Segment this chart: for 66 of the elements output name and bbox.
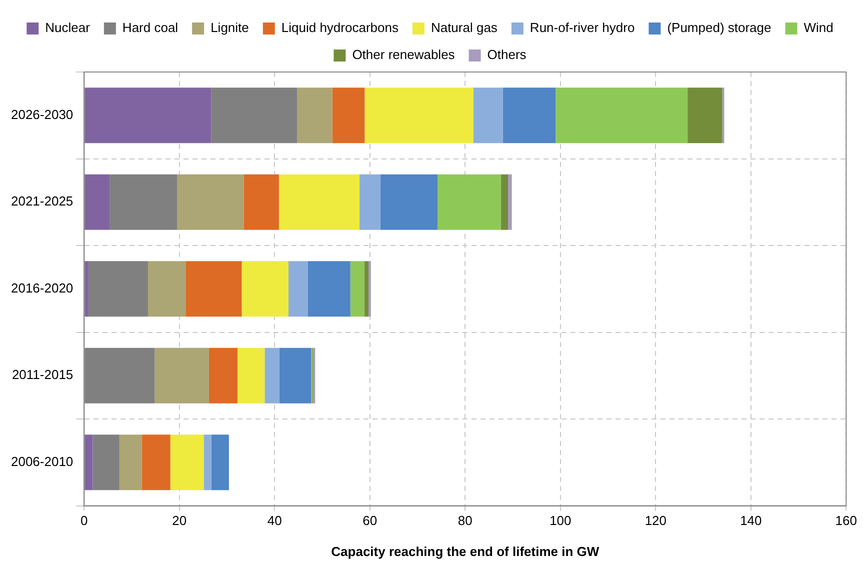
y-tick-label: 2006-2010 <box>10 454 74 469</box>
bar <box>688 88 722 144</box>
legend-label: (Pumped) storage <box>667 20 772 36</box>
bar <box>380 174 438 230</box>
bar <box>119 434 142 490</box>
bar <box>177 174 244 230</box>
x-tick-label: 40 <box>267 513 282 528</box>
bar <box>84 88 212 144</box>
bar <box>186 261 242 317</box>
bar <box>556 88 688 144</box>
legend-label: Others <box>487 47 527 62</box>
legend-label: Wind <box>804 20 834 36</box>
x-tick-label: 80 <box>458 513 472 528</box>
bar <box>350 261 364 317</box>
legend-label: Other renewables <box>352 47 456 62</box>
legend-label: Run-of-river hydro <box>530 20 635 36</box>
x-axis-title: Capacity reaching the end of lifetime in GW <box>331 544 600 559</box>
bar <box>508 174 512 230</box>
y-tick-label: 2026-2030 <box>10 106 74 122</box>
bar <box>84 434 93 490</box>
bar <box>297 88 332 144</box>
bar <box>359 174 380 230</box>
bar <box>110 174 178 230</box>
bar <box>148 261 186 317</box>
bar <box>364 88 474 144</box>
bar <box>242 261 288 317</box>
bar <box>211 88 298 144</box>
bar <box>84 174 110 230</box>
legend-label: Hard coal <box>122 20 178 36</box>
legend-label: Nuclear <box>45 20 91 36</box>
y-tick-label: 2011-2015 <box>12 367 74 382</box>
x-tick-label: 100 <box>550 513 572 528</box>
bar <box>502 88 556 144</box>
bar <box>88 261 148 317</box>
bar <box>154 348 209 404</box>
x-tick-label: 0 <box>80 513 88 528</box>
legend-label: Lignite <box>210 20 249 36</box>
x-tick-label: 20 <box>172 513 187 528</box>
bar <box>264 348 280 404</box>
bar <box>244 174 279 230</box>
bar <box>142 434 170 490</box>
bar <box>438 174 501 230</box>
x-tick-label: 140 <box>740 513 762 528</box>
x-tick-label: 160 <box>835 513 858 528</box>
x-tick-label: 120 <box>644 513 667 528</box>
bar <box>238 348 265 404</box>
bar <box>364 261 368 317</box>
bar <box>278 174 360 230</box>
bar <box>308 261 350 317</box>
bar <box>288 261 308 317</box>
bar <box>92 434 120 490</box>
bar <box>208 348 238 404</box>
bar <box>332 88 365 144</box>
bar <box>84 261 88 317</box>
bar <box>170 434 204 490</box>
legend-label: Natural gas <box>430 20 498 36</box>
bar <box>500 174 508 230</box>
bar <box>279 348 312 404</box>
bar <box>204 434 212 490</box>
y-tick-label: 2016-2020 <box>10 280 74 296</box>
bar <box>211 434 229 490</box>
y-tick-label: 2021-2025 <box>10 194 74 209</box>
legend-label: Liquid hydrocarbons <box>281 20 399 36</box>
bar <box>368 261 371 317</box>
x-tick-label: 60 <box>362 513 378 528</box>
bar <box>473 88 503 144</box>
